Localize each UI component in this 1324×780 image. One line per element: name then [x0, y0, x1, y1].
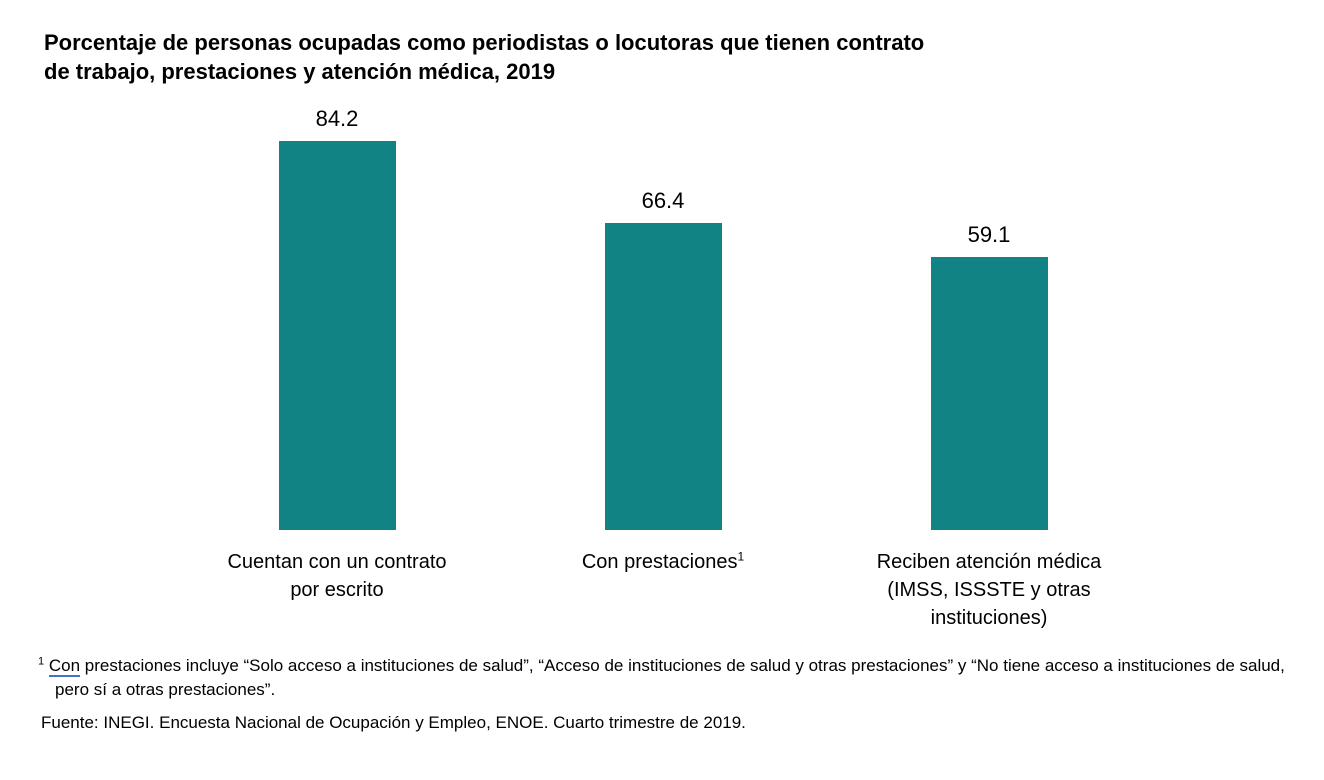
bar-atencion-medica	[930, 257, 1048, 530]
category-label-atencion-medica: Reciben atención médica (IMSS, ISSSTE y …	[876, 551, 1102, 629]
footnote-reference-mark: 1	[737, 549, 745, 564]
value-label: 59.1	[967, 222, 1011, 247]
category-axis: Cuentan con un contrato por escrito Con …	[174, 548, 1324, 632]
footnote-underlined-word: Con	[48, 656, 81, 677]
bar-column-atencion-medica: 59.1	[826, 222, 1152, 530]
bar-contrato	[278, 141, 396, 530]
chart-title: Porcentaje de personas ocupadas como per…	[44, 30, 925, 84]
notes-block: 1 Con prestaciones incluye “Solo acceso …	[38, 654, 1289, 735]
bar-prestaciones	[604, 223, 722, 530]
category-label-prestaciones: Con prestaciones1	[581, 549, 745, 573]
value-label: 84.2	[315, 106, 359, 131]
footnote-text: prestaciones incluye “Solo acceso a inst…	[55, 656, 1285, 699]
plot-area: 84.2 66.4 59.1	[174, 86, 1324, 530]
bar-column-prestaciones: 66.4	[500, 188, 826, 530]
footnote-marker: 1	[38, 655, 45, 668]
bar-column-contrato: 84.2	[174, 106, 500, 530]
source-text: Fuente: INEGI. Encuesta Nacional de Ocup…	[41, 713, 746, 732]
category-label-contrato: Cuentan con un contrato por escrito	[227, 551, 447, 601]
footnote: 1 Con prestaciones incluye “Solo acceso …	[38, 654, 1289, 702]
value-label: 66.4	[641, 188, 685, 213]
